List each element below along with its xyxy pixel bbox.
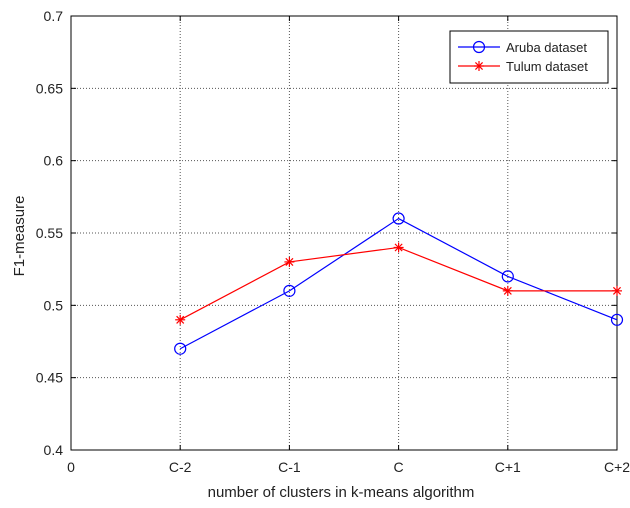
x-axis-label: number of clusters in k-means algorithm [208, 484, 475, 501]
y-tick-label: 0.7 [44, 8, 64, 24]
x-tick-label: 0 [67, 459, 75, 475]
grid-lines [71, 16, 617, 450]
data-point [175, 314, 186, 325]
data-point [283, 284, 296, 297]
legend-marker [472, 40, 486, 54]
legend-label: Tulum dataset [506, 59, 588, 74]
y-tick-label: 0.6 [44, 153, 64, 169]
data-point [174, 342, 187, 355]
x-tick-label: C+1 [495, 459, 521, 475]
data-point [284, 256, 295, 267]
x-tick-label: C [394, 459, 404, 475]
data-point [393, 242, 404, 253]
y-tick-label: 0.65 [36, 80, 63, 96]
asterisk-stroke [176, 315, 185, 324]
y-tick-label: 0.5 [44, 297, 64, 313]
x-tick-label: C+2 [604, 459, 630, 475]
asterisk-stroke [612, 286, 622, 295]
data-point [501, 270, 514, 283]
legend-label: Aruba dataset [506, 40, 587, 55]
data-point [610, 313, 624, 326]
y-tick-label: 0.55 [36, 225, 63, 241]
asterisk-stroke [285, 257, 294, 266]
y-tick-label: 0.4 [44, 442, 64, 458]
legend-box [449, 30, 609, 84]
data-point [392, 212, 405, 225]
y-tick-label: 0.45 [36, 370, 63, 386]
legend-marker [474, 61, 484, 71]
x-tick-label: C-2 [169, 459, 192, 475]
data-point [502, 285, 513, 296]
asterisk-stroke [503, 286, 512, 295]
asterisk-stroke [394, 243, 403, 252]
x-tick-label: C-1 [278, 459, 301, 475]
y-axis-label: F1-measure [11, 196, 28, 277]
data-point [612, 285, 622, 296]
legend[interactable]: Aruba dataset Tulum dataset [449, 30, 609, 84]
tick-marks: 0 C-2 C-1 C C+1 C+2 0.4 0.45 0.5 0.55 0.6 0.65 0.7 [36, 8, 630, 475]
data-series [174, 212, 624, 355]
asterisk-stroke [474, 61, 484, 71]
